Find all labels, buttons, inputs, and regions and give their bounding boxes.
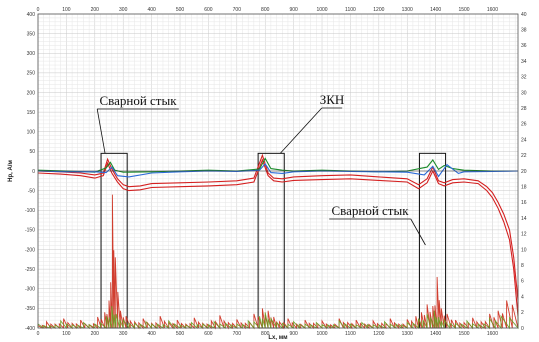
annotation-label: Сварной стык bbox=[331, 203, 409, 218]
y-right-tick-label: 24 bbox=[521, 137, 527, 143]
annotation-leader-line bbox=[410, 218, 426, 246]
y-left-tick-label: 350 bbox=[27, 31, 36, 37]
x-tick-label-top: 700 bbox=[233, 7, 242, 13]
annotation-label: Сварной стык bbox=[99, 93, 177, 108]
y-right-tick-label: 12 bbox=[521, 232, 527, 238]
y-left-tick-label: 300 bbox=[27, 51, 36, 57]
y-left-tick-label: 0 bbox=[32, 169, 35, 175]
x-tick-label-bottom: 900 bbox=[289, 331, 298, 337]
series-6-line bbox=[37, 305, 519, 330]
y-right-tick-label: 28 bbox=[521, 106, 527, 112]
y-left-tick-labels: -400 -350 -300 -250 -200 -150 -100 -50 0 50 100 150… bbox=[25, 12, 35, 332]
x-tick-label-bottom: 400 bbox=[147, 331, 156, 337]
y-right-tick-label: 10 bbox=[521, 247, 527, 253]
y-right-tick-label: 26 bbox=[521, 122, 527, 128]
x-tick-label-bottom: 1000 bbox=[316, 331, 327, 337]
y-right-tick-label: 0 bbox=[521, 326, 524, 332]
series-4-line bbox=[37, 163, 519, 178]
y-right-tick-label: 30 bbox=[521, 90, 527, 96]
x-tick-label-top: 0 bbox=[37, 7, 40, 13]
y-right-tick-label: 2 bbox=[521, 310, 524, 316]
x-tick-label-top: 200 bbox=[91, 7, 100, 13]
x-tick-label-top: 1600 bbox=[487, 7, 498, 13]
x-tick-label-bottom: 600 bbox=[204, 331, 213, 337]
y-right-tick-label: 16 bbox=[521, 200, 527, 206]
y-right-tick-label: 14 bbox=[521, 216, 527, 222]
y-left-tick-label: 200 bbox=[27, 90, 36, 96]
series-lines bbox=[37, 153, 519, 330]
y-right-tick-label: 38 bbox=[521, 28, 527, 34]
x-tick-label-bottom: 100 bbox=[62, 331, 71, 337]
y-left-tick-label: -150 bbox=[25, 228, 35, 234]
y-left-tick-label: -300 bbox=[25, 287, 35, 293]
y-right-tick-label: 8 bbox=[521, 263, 524, 269]
y-left-tick-label: 150 bbox=[27, 110, 36, 116]
y-left-tick-label: -250 bbox=[25, 267, 35, 273]
y-left-tick-label: 100 bbox=[27, 130, 36, 136]
x-tick-label-top: 1500 bbox=[458, 7, 469, 13]
x-tick-label-bottom: 800 bbox=[261, 331, 270, 337]
y-right-tick-label: 40 bbox=[521, 12, 527, 18]
x-tick-label-top: 600 bbox=[204, 7, 213, 13]
x-tick-label-bottom: 1200 bbox=[373, 331, 384, 337]
x-tick-labels-bottom: 0 100 200 300 400 500 600 700 800 900 1000 1100 1200… bbox=[37, 331, 499, 337]
y-left-tick-label: 50 bbox=[29, 149, 35, 155]
annotation-label: ЗКН bbox=[320, 92, 345, 107]
x-tick-label-bottom: 1300 bbox=[402, 331, 413, 337]
x-tick-label-top: 100 bbox=[62, 7, 71, 13]
x-tick-label-bottom: 700 bbox=[233, 331, 242, 337]
annotation-leader-line bbox=[279, 107, 323, 154]
x-tick-label-top: 1400 bbox=[430, 7, 441, 13]
y-right-tick-label: 18 bbox=[521, 185, 527, 191]
y-left-tick-label: 250 bbox=[27, 71, 36, 77]
annotation-leader-line bbox=[96, 108, 106, 154]
x-tick-label-top: 400 bbox=[147, 7, 156, 13]
y-left-tick-label: 400 bbox=[27, 12, 36, 18]
x-tick-label-top: 900 bbox=[289, 7, 298, 13]
y-right-tick-label: 4 bbox=[521, 294, 524, 300]
x-tick-label-bottom: 500 bbox=[176, 331, 185, 337]
series-1-line bbox=[37, 153, 519, 301]
y-right-tick-label: 6 bbox=[521, 279, 524, 285]
x-tick-label-bottom: 200 bbox=[91, 331, 100, 337]
x-tick-label-top: 1300 bbox=[402, 7, 413, 13]
x-tick-label-top: 1000 bbox=[316, 7, 327, 13]
x-tick-label-bottom: 1100 bbox=[345, 331, 356, 337]
x-tick-label-bottom: 1400 bbox=[430, 331, 441, 337]
y-axis-title: Hp, А/м bbox=[8, 160, 14, 182]
series-2-line bbox=[37, 158, 519, 317]
x-tick-label-bottom: 0 bbox=[37, 331, 40, 337]
y-right-tick-label: 32 bbox=[521, 75, 527, 81]
y-right-tick-label: 36 bbox=[521, 43, 527, 49]
x-tick-label-bottom: 1500 bbox=[458, 331, 469, 337]
y-left-tick-label: -400 bbox=[25, 326, 35, 332]
x-tick-label-top: 800 bbox=[261, 7, 270, 13]
y-right-tick-label: 34 bbox=[521, 59, 527, 65]
x-tick-label-bottom: 1600 bbox=[487, 331, 498, 337]
y-left-tick-label: -350 bbox=[25, 306, 35, 312]
y-right-tick-label: 22 bbox=[521, 153, 527, 159]
plot-frame bbox=[37, 13, 519, 329]
x-tick-labels-top: 0 100 200 300 400 500 600 700 800 900 1000 1100 1200… bbox=[37, 7, 499, 13]
x-tick-label-bottom: 300 bbox=[119, 331, 128, 337]
x-tick-label-top: 500 bbox=[176, 7, 185, 13]
y-left-tick-label: -50 bbox=[28, 188, 35, 194]
x-tick-label-top: 1100 bbox=[345, 7, 356, 13]
y-left-tick-label: -100 bbox=[25, 208, 35, 214]
y-right-tick-label: 20 bbox=[521, 169, 527, 175]
x-tick-label-top: 300 bbox=[119, 7, 128, 13]
series-3-line bbox=[37, 157, 518, 173]
x-tick-label-top: 1200 bbox=[373, 7, 384, 13]
y-left-tick-label: -200 bbox=[25, 247, 35, 253]
x-axis-title: Lx, мм bbox=[268, 335, 288, 341]
annotation-labels: Сварной стык ЗКН Сварной стык bbox=[96, 92, 426, 246]
